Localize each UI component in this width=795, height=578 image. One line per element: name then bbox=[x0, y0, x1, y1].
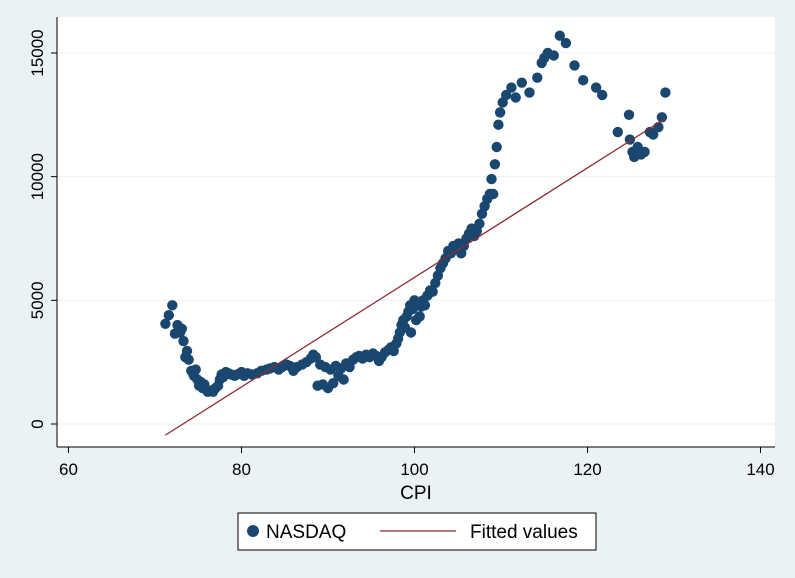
nasdaq-point bbox=[532, 72, 543, 83]
nasdaq-point bbox=[474, 218, 485, 229]
nasdaq-point bbox=[554, 30, 565, 41]
nasdaq-point bbox=[405, 327, 417, 338]
nasdaq-point bbox=[419, 300, 431, 311]
nasdaq-point bbox=[560, 37, 572, 49]
legend-label-fitted-values: Fitted values bbox=[470, 522, 578, 543]
nasdaq-point bbox=[524, 87, 535, 98]
nasdaq-point bbox=[578, 75, 589, 86]
nasdaq-point bbox=[190, 364, 201, 375]
nasdaq-point bbox=[183, 354, 194, 365]
nasdaq-point bbox=[491, 141, 502, 153]
nasdaq-point bbox=[488, 188, 499, 200]
x-axis-title: CPI bbox=[400, 483, 432, 504]
fitted-line-group bbox=[165, 117, 666, 436]
y-tick-label: 5000 bbox=[28, 281, 47, 319]
nasdaq-point bbox=[328, 378, 339, 389]
nasdaq-point bbox=[414, 311, 425, 322]
nasdaq-point bbox=[590, 82, 602, 93]
y-tick-label: 10000 bbox=[28, 153, 47, 200]
x-tick-label: 140 bbox=[746, 460, 774, 479]
legend: NASDAQ Fitted values bbox=[237, 512, 597, 551]
nasdaq-point bbox=[660, 87, 671, 98]
nasdaq-point bbox=[516, 77, 527, 88]
nasdaq-point bbox=[427, 286, 438, 297]
fitted-values-line bbox=[165, 117, 666, 436]
nasdaq-point bbox=[548, 50, 559, 61]
nasdaq-point bbox=[338, 374, 349, 385]
nasdaq-point bbox=[489, 159, 501, 170]
nasdaq-point bbox=[486, 173, 497, 185]
legend-marker-nasdaq bbox=[247, 525, 259, 537]
nasdaq-point bbox=[163, 310, 174, 321]
nasdaq-point bbox=[510, 92, 521, 103]
nasdaq-point bbox=[639, 146, 650, 158]
nasdaq-point bbox=[569, 60, 580, 71]
nasdaq-point bbox=[178, 335, 189, 347]
x-tick-label: 100 bbox=[400, 460, 428, 479]
nasdaq-point bbox=[493, 119, 504, 130]
x-tick-label: 120 bbox=[573, 460, 601, 479]
nasdaq-point bbox=[597, 89, 608, 101]
plot-area bbox=[57, 17, 775, 447]
x-tick-label: 60 bbox=[59, 460, 78, 479]
nasdaq-point bbox=[494, 107, 506, 118]
x-tick-label: 80 bbox=[232, 460, 251, 479]
y-tick-label: 15000 bbox=[28, 29, 47, 76]
nasdaq-points bbox=[160, 30, 671, 397]
nasdaq-point bbox=[648, 129, 659, 140]
nasdaq-point bbox=[506, 82, 517, 93]
axes: 0 5000 10000 15000 60 80 100 120 140 bbox=[28, 29, 775, 479]
nasdaq-point bbox=[501, 89, 512, 101]
nasdaq-point bbox=[612, 126, 623, 138]
nasdaq-point bbox=[160, 318, 171, 329]
nasdaq-point bbox=[181, 345, 193, 357]
nasdaq-point bbox=[656, 112, 668, 123]
nasdaq-point bbox=[176, 323, 187, 334]
nasdaq-point bbox=[167, 300, 178, 311]
legend-label-nasdaq: NASDAQ bbox=[266, 522, 346, 543]
y-tick-label: 0 bbox=[28, 419, 47, 428]
nasdaq-point bbox=[623, 109, 635, 121]
